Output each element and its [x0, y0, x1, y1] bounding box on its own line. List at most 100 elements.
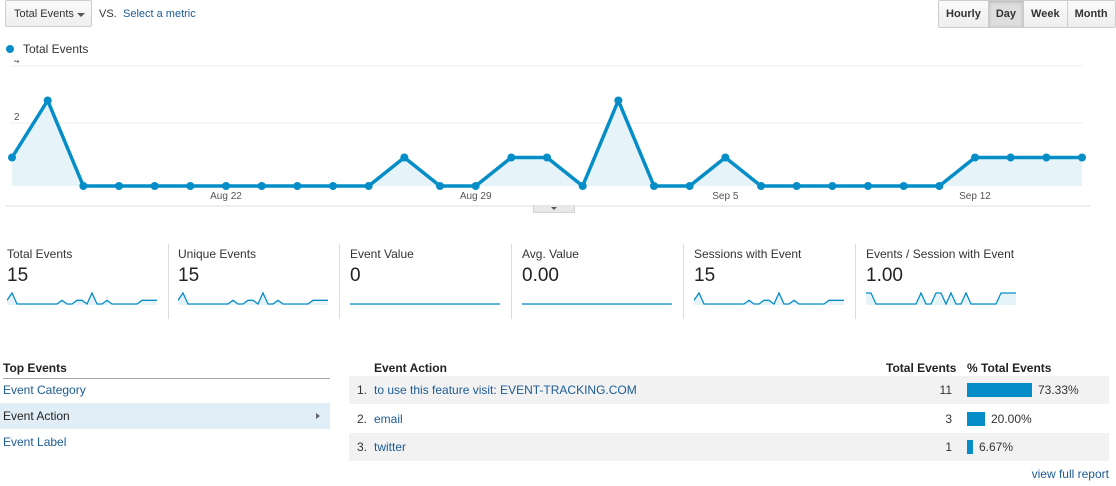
total-events-chart: 2 4 Aug 22 Aug 29 Sep 5 Sep 12 — [6, 60, 1090, 207]
row-pct-total: 6.67% — [979, 440, 1014, 454]
chart-legend: Total Events — [6, 42, 88, 56]
data-point[interactable] — [436, 182, 444, 190]
data-point[interactable] — [685, 182, 694, 190]
scorecard: Events / Session with Event 1.00 — [859, 244, 1029, 319]
scorecard-value: 15 — [694, 265, 716, 286]
sparkline-line — [866, 291, 1016, 306]
row-total-events: 11 — [939, 383, 952, 397]
data-point[interactable] — [400, 153, 409, 162]
pct-bar — [967, 440, 973, 454]
view-full-report-link[interactable]: view full report — [1031, 467, 1109, 481]
sparkline — [522, 303, 672, 305]
metric-select-value: Total Events — [14, 8, 74, 20]
table-row: 1. to use this feature visit: EVENT-TRAC… — [349, 376, 1109, 405]
sparkline-line — [694, 291, 844, 305]
data-point[interactable] — [792, 182, 801, 190]
top-events-item-event-action[interactable]: Event Action — [0, 403, 330, 429]
data-point[interactable] — [115, 182, 123, 190]
scorecard: Unique Events 15 — [171, 244, 340, 319]
data-point[interactable] — [150, 182, 159, 190]
legend-label: Total Events — [23, 42, 89, 56]
data-point[interactable] — [899, 182, 908, 190]
x-tick-label: Aug 22 — [210, 191, 242, 202]
data-point[interactable] — [757, 182, 765, 190]
scorecard-label: Sessions with Event — [694, 247, 802, 261]
top-events-title: Top Events — [3, 361, 330, 379]
period-hourly-button[interactable]: Hourly — [939, 1, 989, 27]
data-point[interactable] — [43, 96, 52, 105]
row-pct-total: 73.33% — [1038, 383, 1079, 397]
scorecard: Avg. Value 0.00 — [515, 244, 684, 319]
table-row: 2. email 3 20.00% — [349, 405, 1109, 434]
series-area — [12, 100, 1082, 186]
sparkline-area — [178, 293, 328, 305]
sparkline-area — [7, 293, 157, 305]
vs-label: VS. — [99, 8, 117, 20]
data-point[interactable] — [650, 182, 658, 190]
y-tick-label: 4 — [14, 60, 20, 66]
data-point[interactable] — [471, 182, 480, 190]
data-point[interactable] — [578, 182, 587, 190]
data-point[interactable] — [364, 182, 373, 190]
period-day-button[interactable]: Day — [988, 1, 1025, 27]
period-week-button[interactable]: Week — [1024, 1, 1068, 27]
sparkline — [350, 303, 500, 305]
chevron-right-icon — [316, 413, 320, 419]
data-point[interactable] — [222, 182, 230, 190]
period-month-button[interactable]: Month — [1067, 1, 1115, 27]
data-point[interactable] — [971, 153, 979, 162]
data-point[interactable] — [8, 153, 16, 162]
chevron-down-icon — [77, 13, 85, 17]
data-point[interactable] — [1006, 153, 1015, 162]
sparkline — [694, 291, 844, 305]
row-total-events: 3 — [945, 412, 952, 426]
legend-dot-icon — [6, 45, 14, 53]
scorecard-label: Avg. Value — [522, 247, 579, 261]
event-action-link[interactable]: to use this feature visit: EVENT-TRACKIN… — [374, 383, 637, 397]
sparkline-line — [178, 291, 328, 305]
column-header-pct-total-events: % Total Events — [967, 361, 1052, 375]
metric-select[interactable]: Total Events — [5, 0, 92, 27]
data-point[interactable] — [257, 182, 266, 190]
data-point[interactable] — [329, 182, 337, 190]
data-point[interactable] — [828, 182, 837, 190]
event-action-link[interactable]: twitter — [374, 440, 407, 454]
scorecard-label: Event Value — [350, 247, 414, 261]
data-point[interactable] — [935, 182, 944, 190]
scorecard-label: Unique Events — [178, 247, 257, 261]
pct-bar — [967, 412, 985, 426]
data-point[interactable] — [721, 153, 730, 162]
row-rank: 2. — [357, 412, 368, 426]
select-metric-link[interactable]: Select a metric — [123, 8, 196, 20]
data-point[interactable] — [507, 153, 516, 162]
sparkline-area — [866, 293, 1016, 305]
top-events-item-event-category[interactable]: Event Category — [3, 383, 86, 397]
chart-collapse-handle[interactable] — [533, 205, 575, 213]
sparkline — [7, 291, 157, 305]
scorecard-value: 0.00 — [522, 265, 559, 286]
sparkline-area — [694, 293, 844, 305]
data-point[interactable] — [79, 182, 88, 190]
sparkline — [866, 291, 1016, 306]
data-point[interactable] — [1042, 153, 1051, 162]
row-pct-total: 20.00% — [991, 412, 1032, 426]
data-point[interactable] — [543, 153, 551, 162]
y-tick-label: 2 — [14, 112, 20, 123]
data-point[interactable] — [614, 96, 623, 105]
scorecard-value: 15 — [7, 265, 29, 286]
event-action-link[interactable]: email — [374, 412, 403, 426]
data-point[interactable] — [864, 182, 872, 190]
top-events-item-label: Event Action — [3, 409, 70, 423]
scorecard-value: 15 — [178, 265, 200, 286]
top-events-item-event-label[interactable]: Event Label — [3, 435, 67, 449]
column-header-event-action: Event Action — [374, 361, 447, 375]
x-tick-label: Aug 29 — [460, 191, 492, 202]
period-toggle: Hourly Day Week Month — [938, 0, 1116, 28]
row-rank: 1. — [357, 383, 368, 397]
data-point[interactable] — [1078, 153, 1086, 162]
sparkline — [178, 291, 328, 305]
data-point[interactable] — [186, 182, 195, 190]
data-point[interactable] — [293, 182, 302, 190]
row-rank: 3. — [357, 440, 368, 454]
row-total-events: 1 — [945, 440, 952, 454]
